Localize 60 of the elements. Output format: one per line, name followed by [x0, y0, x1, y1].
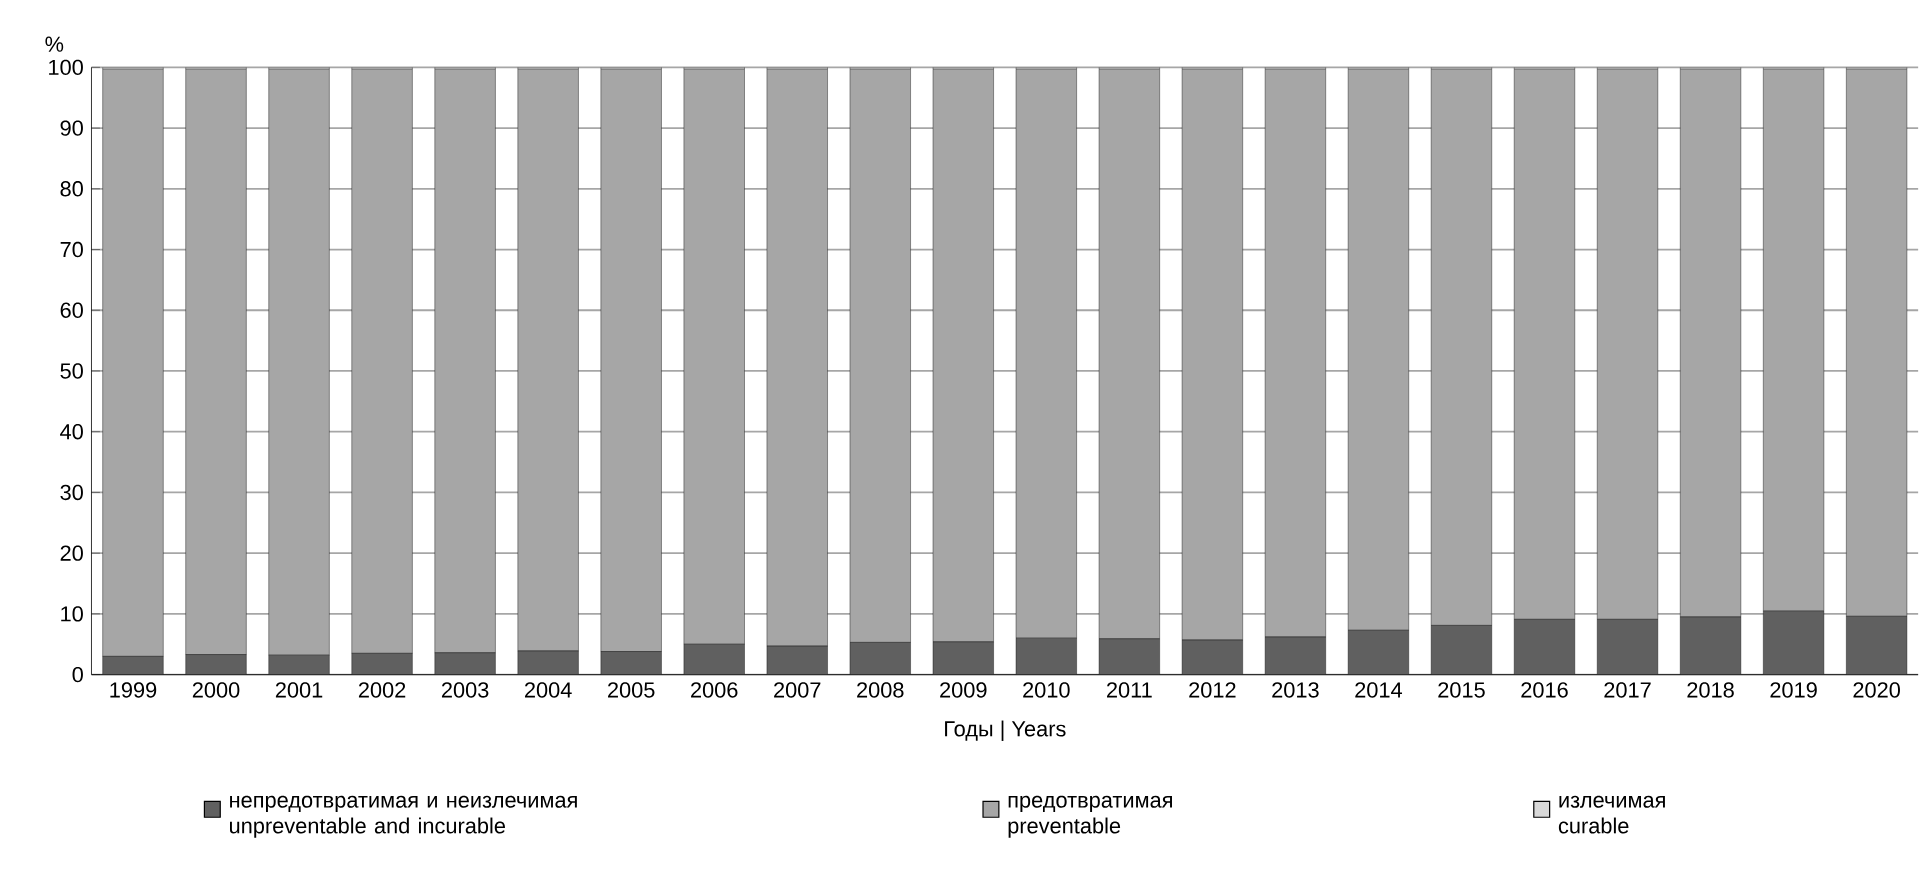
- x-tick-label: 2017: [1604, 682, 1651, 698]
- bar: [1265, 637, 1326, 675]
- bar: [1348, 630, 1409, 675]
- bar: [268, 655, 330, 675]
- y-tick-label: 70: [60, 242, 83, 258]
- y-axis-title: %: [45, 36, 64, 52]
- bar: [766, 646, 828, 675]
- x-tick-label: 2019: [1770, 682, 1817, 698]
- y-tick-label: 30: [60, 484, 83, 501]
- bar: [1099, 639, 1160, 675]
- bar: [1514, 619, 1575, 675]
- bar: [1016, 638, 1077, 675]
- x-tick-label: 2009: [940, 682, 987, 698]
- bar: [849, 642, 911, 675]
- bar: [1846, 616, 1908, 675]
- bar: [185, 654, 247, 675]
- y-tick-label: 80: [60, 181, 83, 197]
- x-tick-label: 2014: [1355, 682, 1403, 698]
- x-tick-label: 2007: [774, 682, 821, 698]
- x-tick-label: 2004: [524, 682, 572, 698]
- bar: [517, 651, 579, 675]
- x-axis-title: Годы | Years: [945, 720, 1066, 742]
- bar: [932, 642, 994, 675]
- y-tick-label: 20: [60, 545, 83, 562]
- y-tick-label: 90: [60, 120, 83, 137]
- bar: [351, 653, 413, 675]
- legend-label: непредотвратимая и неизлечимая unpreventable and incurable: [230, 796, 577, 839]
- y-tick-label: 0: [72, 667, 83, 683]
- x-tick-label: 2003: [441, 682, 489, 698]
- x-tick-label: 2002: [358, 682, 406, 698]
- bar: [1763, 611, 1824, 675]
- x-tick-label: 2006: [691, 682, 738, 698]
- legend-label: предотвратимая preventable: [1008, 796, 1172, 839]
- y-tick-label: 50: [60, 363, 83, 379]
- x-tick-label: 2001: [275, 682, 323, 698]
- x-tick-label: 2013: [1272, 682, 1319, 698]
- bar: [434, 652, 496, 675]
- bar: [683, 644, 745, 675]
- bar: [1182, 640, 1243, 675]
- legend-label: излечимая curable: [1558, 796, 1665, 834]
- x-tick-label: 2011: [1107, 682, 1152, 698]
- x-tick-label: 2018: [1687, 682, 1734, 698]
- x-tick-label: 2020: [1853, 682, 1900, 698]
- x-tick-label: 2010: [1023, 682, 1070, 698]
- x-tick-label: 2012: [1189, 682, 1236, 698]
- y-tick-label: 100: [49, 59, 83, 76]
- bar: [1680, 617, 1741, 675]
- x-tick-label: 2008: [857, 682, 904, 698]
- bar: [102, 656, 164, 675]
- y-tick-label: 10: [61, 606, 83, 622]
- y-tick-label: 60: [60, 302, 83, 319]
- x-tick-label: 2015: [1438, 682, 1485, 698]
- x-tick-label: 2005: [608, 682, 655, 698]
- x-tick-label: 2000: [192, 682, 240, 698]
- x-tick-label: 2016: [1521, 682, 1568, 698]
- bar: [600, 651, 662, 675]
- x-tick-label: 1999: [110, 682, 157, 698]
- bar: [1431, 625, 1492, 675]
- bar: [1597, 619, 1658, 675]
- y-tick-label: 40: [60, 424, 83, 440]
